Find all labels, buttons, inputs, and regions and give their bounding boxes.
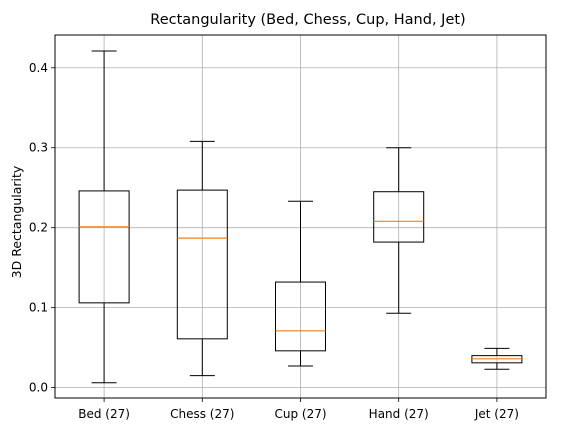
box-4 (373, 147, 425, 314)
box-layer (78, 50, 523, 384)
x-tick-label: Jet (27) (474, 407, 519, 421)
x-tick-label: Chess (27) (170, 407, 234, 421)
box-1 (78, 50, 130, 384)
box-2 (176, 140, 228, 377)
x-tick-label: Bed (27) (78, 407, 130, 421)
y-tick-label: 0.1 (29, 301, 48, 315)
y-tick-label: 0.2 (29, 221, 48, 235)
y-tick-label: 0.0 (29, 381, 48, 395)
box-iqr (176, 189, 228, 340)
box-5 (471, 347, 523, 370)
box-iqr (275, 281, 326, 352)
y-tick-label: 0.4 (29, 61, 48, 75)
y-axis-label: 3D Rectangularity (9, 165, 24, 278)
y-tick-label: 0.3 (29, 141, 48, 155)
chart-title: Rectangularity (Bed, Chess, Cup, Hand, J… (150, 12, 465, 28)
plot-frame (54, 34, 547, 399)
x-tick-label: Hand (27) (369, 407, 429, 421)
box-3 (275, 200, 326, 367)
tick-layer: 0.0 0.1 0.2 0.3 0.4 Bed (27) Chess (27) Cup (27… (29, 61, 519, 421)
box-iqr (78, 190, 130, 304)
x-tick-label: Cup (27) (274, 407, 326, 421)
box-iqr (373, 191, 425, 243)
